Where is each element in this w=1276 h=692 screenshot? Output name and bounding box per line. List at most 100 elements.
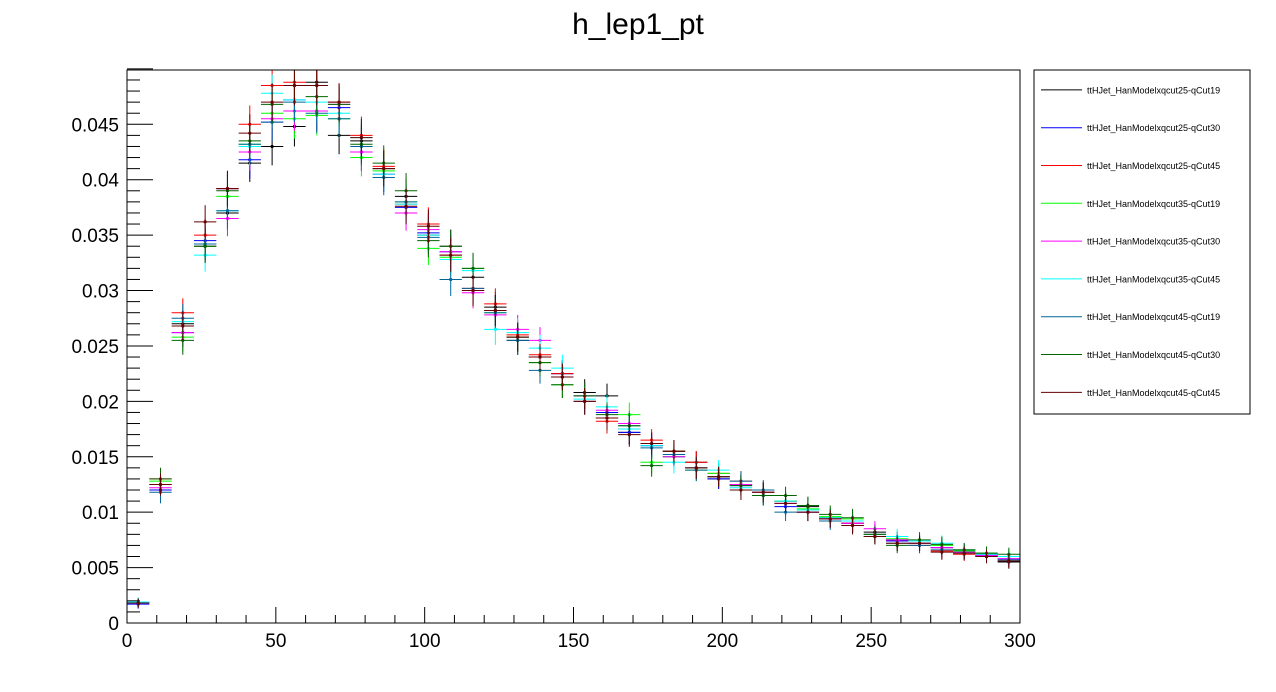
point-marker [1007,559,1011,563]
point-marker [650,464,654,468]
point-marker [761,490,765,494]
data-point [484,294,507,326]
y-tick-label: 0.01 [82,503,119,524]
data-point [953,546,976,560]
y-tick-label: 0.03 [82,282,119,303]
legend-label: ttHJet_HanModelxqcut35-qCut30 [1087,237,1220,247]
data-point [662,440,686,463]
point-marker [359,136,364,140]
series-9 [127,70,1020,608]
point-marker [873,534,877,539]
point-marker [449,277,453,282]
legend-entry: ttHJet_HanModelxqcut25-qCut45 [1041,161,1220,171]
data-point [127,598,150,608]
y-tick-label: 0.005 [71,559,119,580]
x-tick-label: 150 [558,631,590,652]
point-marker [694,466,698,470]
legend-entry: ttHJet_HanModelxqcut45-qCut30 [1041,350,1220,360]
axes: 0 50 100 150 200 250 300 0 0.005 0.01 0.015 0.02 0.0… [71,68,1036,652]
y-tick-label: 0.035 [71,226,119,247]
point-marker [806,510,810,514]
y-tick-label: 0.045 [71,115,119,136]
point-marker [717,475,721,479]
data-point [819,509,842,528]
point-marker [984,554,989,559]
data-point [238,114,261,153]
point-marker [895,541,899,545]
data-point [841,516,864,535]
data-point [640,454,663,477]
data-point [283,70,306,106]
y-tick-label: 0.02 [82,392,119,413]
legend: ttHJet_HanModelxqcut25-qCut19 ttHJet_HanM… [1033,69,1251,415]
x-tick-label: 100 [409,631,441,652]
point-marker [203,244,207,248]
legend-entry: ttHJet_HanModelxqcut25-qCut30 [1041,123,1220,133]
point-marker [672,449,676,453]
point-marker [493,327,497,331]
chart-title: h_lep1_pt [572,8,704,41]
data-point [573,388,596,415]
data-point [908,535,931,551]
data-point [528,343,552,371]
data-point [305,70,328,106]
legend-entry: ttHJet_HanModelxqcut45-qCut45 [1041,388,1220,398]
data-point [752,482,775,503]
data-point [997,554,1020,568]
data-point [216,170,239,207]
point-marker [158,482,163,487]
data-point [439,238,462,272]
legend-label: ttHJet_HanModelxqcut45-qCut45 [1087,388,1220,398]
data-point [975,549,998,564]
data-point [193,205,217,239]
legend-label: ttHJet_HanModelxqcut45-qCut19 [1087,312,1220,322]
data-point [327,83,351,121]
data-point [551,363,574,391]
data-point [729,480,753,500]
point-marker [404,204,408,208]
point-marker [828,517,832,521]
point-marker [337,100,341,104]
data-point [707,466,730,487]
point-marker [292,83,297,88]
point-marker [583,399,587,403]
x-tick-label: 0 [122,631,133,652]
legend-label: ttHJet_HanModelxqcut45-qCut30 [1087,350,1220,360]
point-marker [493,308,497,313]
legend-label: ttHJet_HanModelxqcut25-qCut30 [1087,123,1220,133]
point-marker [471,266,475,270]
point-marker [181,324,185,328]
x-tick-label: 50 [265,631,286,652]
legend-label: ttHJet_HanModelxqcut35-qCut19 [1087,199,1220,209]
point-marker [270,100,274,104]
point-marker [225,209,230,213]
point-marker [627,433,631,437]
point-marker [650,441,654,446]
point-marker [538,355,542,359]
x-tick-label: 200 [706,631,738,652]
point-marker [940,550,944,554]
point-marker [315,83,319,88]
point-marker [270,144,274,149]
point-marker [739,488,743,492]
data-point [394,188,418,225]
point-marker [783,501,788,505]
point-marker [382,167,386,171]
data-point [350,118,373,157]
y-tick-label: 0 [108,614,119,635]
legend-label: ttHJet_HanModelxqcut25-qCut45 [1087,161,1220,171]
point-marker [426,224,430,228]
data-point [685,456,708,479]
point-marker [248,131,252,135]
data-point [796,503,820,522]
point-marker [203,220,207,224]
point-marker [449,253,453,257]
data-point [372,150,395,187]
data-point [506,322,529,352]
data-point [863,528,887,545]
data-point [417,209,440,243]
data-point [171,311,194,341]
legend-label: ttHJet_HanModelxqcut25-qCut19 [1087,85,1220,95]
point-marker [136,601,140,605]
